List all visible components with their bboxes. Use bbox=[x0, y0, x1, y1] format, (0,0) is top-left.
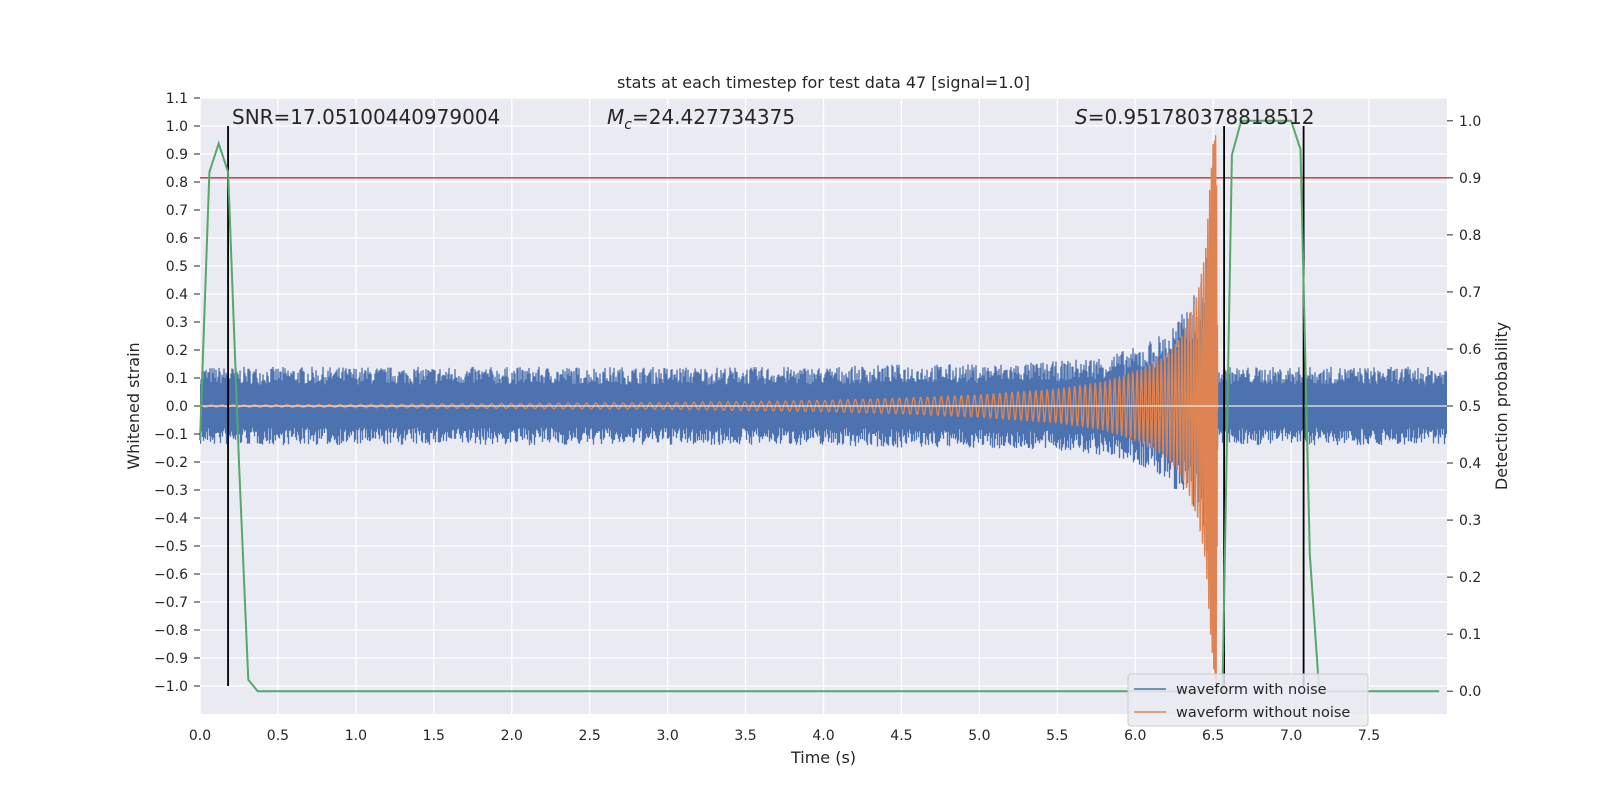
y-tick-label: −0.7 bbox=[154, 595, 188, 611]
y-tick-label: −0.3 bbox=[154, 483, 188, 499]
y-tick-label: 0.5 bbox=[166, 259, 188, 275]
y-tick-label: 0.9 bbox=[166, 147, 188, 163]
chirp-mass-annotation: Mc=24.427734375 bbox=[607, 105, 795, 133]
legend-box bbox=[1127, 673, 1369, 727]
y-tick-label: 0.6 bbox=[166, 231, 188, 247]
x-tick-label: 4.5 bbox=[890, 728, 912, 744]
y2-tick-label: 1.0 bbox=[1459, 114, 1481, 130]
y-axis-label: Whitened strain bbox=[124, 342, 143, 469]
snr-annotation: SNR=17.05100440979004 bbox=[232, 105, 500, 129]
y2-tick-label: 0.3 bbox=[1459, 513, 1481, 529]
mc-value: =24.427734375 bbox=[632, 105, 795, 129]
y-tick-label: 1.0 bbox=[166, 119, 188, 135]
score-annotation: S=0.951780378818512 bbox=[1075, 105, 1314, 129]
y2-tick-label: 0.6 bbox=[1459, 342, 1481, 358]
y-tick-label: 0.1 bbox=[166, 371, 188, 387]
y-tick-label: 0.4 bbox=[166, 287, 188, 303]
x-tick-label: 6.0 bbox=[1124, 728, 1146, 744]
y-tick-label: −0.5 bbox=[154, 539, 188, 555]
x-tick-label: 2.5 bbox=[579, 728, 601, 744]
x-tick-label: 5.0 bbox=[968, 728, 990, 744]
y2-tick-label: 0.5 bbox=[1459, 399, 1481, 415]
x-axis-ticks: 0.0 0.5 1.0 1.5 2.0 2.5 3.0 3.5 4.0 4.5 5.0 5.5 6.0 6… bbox=[189, 728, 1380, 744]
y-tick-label: 0.2 bbox=[166, 343, 188, 359]
y2-axis-label: Detection probability bbox=[1492, 322, 1511, 490]
y-tick-label: −0.2 bbox=[154, 455, 188, 471]
y2-axis-ticks: 1.0 0.9 0.8 0.7 0.6 0.5 0.4 0.3 0.2 0.1 0.0 bbox=[1447, 114, 1481, 700]
y-axis-ticks: 1.1 1.0 0.9 0.8 0.7 0.6 0.5 0.4 0.3 0.2 0.1 0.0 −0.1… bbox=[154, 91, 200, 695]
y-tick-label: 0.0 bbox=[166, 399, 188, 415]
y2-tick-label: 0.2 bbox=[1459, 570, 1481, 586]
y2-tick-label: 0.9 bbox=[1459, 171, 1481, 187]
mc-subscript: c bbox=[624, 117, 632, 133]
x-tick-label: 3.0 bbox=[656, 728, 678, 744]
s-value: =0.951780378818512 bbox=[1088, 105, 1315, 129]
x-tick-label: 1.5 bbox=[423, 728, 445, 744]
x-tick-label: 0.0 bbox=[189, 728, 211, 744]
y2-tick-label: 0.7 bbox=[1459, 285, 1481, 301]
x-tick-label: 7.0 bbox=[1280, 728, 1302, 744]
x-tick-label: 2.0 bbox=[501, 728, 523, 744]
x-tick-label: 5.5 bbox=[1046, 728, 1068, 744]
s-symbol: S bbox=[1075, 105, 1088, 129]
detection-probability-line bbox=[199, 119, 1440, 693]
noisy-waveform-line bbox=[200, 187, 1447, 612]
x-tick-label: 4.0 bbox=[812, 728, 834, 744]
x-tick-label: 0.5 bbox=[267, 728, 289, 744]
y-tick-label: 1.1 bbox=[166, 91, 188, 107]
x-tick-label: 1.0 bbox=[345, 728, 367, 744]
series-layer bbox=[200, 135, 1447, 686]
y2-tick-label: 0.4 bbox=[1459, 456, 1481, 472]
x-tick-label: 3.5 bbox=[734, 728, 756, 744]
y2-tick-label: 0.0 bbox=[1459, 684, 1481, 700]
y-tick-label: −0.4 bbox=[154, 511, 188, 527]
x-axis-label: Time (s) bbox=[790, 748, 856, 767]
y-tick-label: 0.3 bbox=[166, 315, 188, 331]
y2-tick-label: 0.1 bbox=[1459, 627, 1481, 643]
y-tick-label: 0.8 bbox=[166, 175, 188, 191]
y-tick-label: −0.6 bbox=[154, 567, 188, 583]
y-tick-label: −0.8 bbox=[154, 623, 188, 639]
mc-symbol: M bbox=[607, 105, 624, 129]
y-tick-label: −0.1 bbox=[154, 427, 188, 443]
y-tick-label: −0.9 bbox=[154, 651, 188, 667]
y-tick-label: −1.0 bbox=[154, 679, 188, 695]
x-tick-label: 7.5 bbox=[1358, 728, 1380, 744]
y-tick-label: 0.7 bbox=[166, 203, 188, 219]
y2-tick-label: 0.8 bbox=[1459, 228, 1481, 244]
chart-title: stats at each timestep for test data 47 … bbox=[617, 73, 1030, 92]
legend: waveform with noise waveform without nois… bbox=[1127, 673, 1369, 727]
probability-layer bbox=[199, 119, 1440, 693]
legend-label: waveform with noise bbox=[1176, 682, 1327, 698]
x-tick-label: 6.5 bbox=[1202, 728, 1224, 744]
legend-label: waveform without noise bbox=[1176, 705, 1350, 721]
